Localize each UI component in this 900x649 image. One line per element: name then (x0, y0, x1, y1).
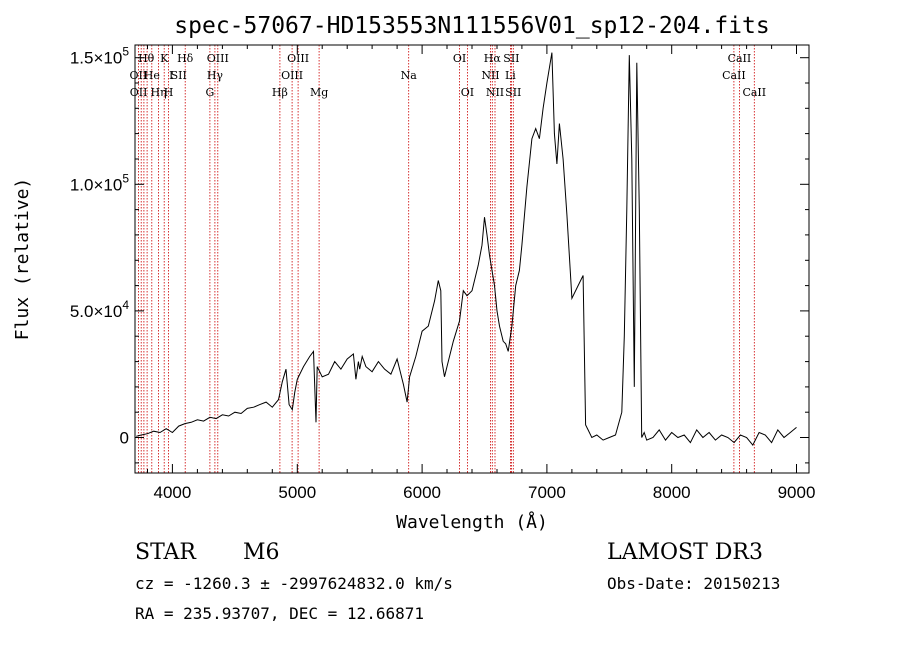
plot-frame (134, 44, 810, 474)
survey-name: LAMOST DR3 (607, 540, 763, 565)
spectrum-chart: spec-57067-HD153553N111556V01_sp12-204.f… (12, 13, 816, 533)
x-tick-label: 7000 (528, 483, 566, 502)
line-id-label: He (144, 69, 160, 82)
line-id-label: Hη (151, 86, 167, 99)
line-id-label: OI (461, 86, 474, 99)
x-axis-label: Wavelength (Å) (396, 511, 548, 533)
y-tick-label: 0 (120, 429, 129, 448)
observation-date: Obs-Date: 20150213 (607, 574, 781, 593)
line-id-label: OIII (287, 52, 309, 65)
y-tick-label: 5.0×104 (70, 298, 129, 321)
line-id-label: Na (401, 69, 418, 82)
line-id-label: NII (481, 69, 499, 82)
line-id-label: Hβ (272, 86, 288, 99)
line-id-label: CaII (728, 52, 752, 65)
line-id-label: NII (486, 86, 504, 99)
line-id-label: I (169, 69, 173, 82)
line-id-label: K (160, 52, 169, 65)
line-id-label: Hδ (177, 52, 194, 65)
line-id-label: G (206, 86, 215, 99)
x-tick-label: 6000 (403, 483, 441, 502)
line-id-label: CaII (722, 69, 746, 82)
line-id-label: CaII (742, 86, 766, 99)
line-id-label: SII (171, 69, 187, 82)
line-id-label: Hα (484, 52, 502, 65)
line-id-label: Li (505, 69, 516, 82)
y-axis: 0 5.0×104 1.0×105 1.5×105 (70, 45, 809, 464)
x-tick-label: 8000 (653, 483, 691, 502)
marker-lines (137, 45, 755, 473)
y-tick-label: 1.0×105 (70, 171, 129, 194)
line-id-label: OI (453, 52, 466, 65)
chart-title: spec-57067-HD153553N111556V01_sp12-204.f… (174, 13, 769, 39)
x-axis: 4000 5000 6000 7000 8000 9000 (147, 45, 816, 502)
ra-dec-readout: RA = 235.93707, DEC = 12.66871 (135, 604, 424, 623)
line-id-label: SII (505, 86, 521, 99)
y-axis-label: Flux (relative) (12, 178, 33, 341)
redshift-readout: cz = -1260.3 ± -2997624832.0 km/s (135, 574, 453, 593)
line-id-label: OII (130, 86, 148, 99)
line-id-label: Hθ (138, 52, 155, 65)
object-class: STAR (135, 540, 196, 565)
line-id-label: Hγ (207, 69, 224, 82)
line-id-label: OIII (281, 69, 303, 82)
line-id-label: H (164, 86, 174, 99)
spectrum-series-line (136, 52, 797, 447)
x-tick-label: 4000 (153, 483, 191, 502)
line-id-label: Mg (310, 86, 328, 99)
line-id-label: SII (503, 52, 519, 65)
line-id-label: OIII (207, 52, 229, 65)
y-tick-label: 1.5×105 (70, 45, 129, 68)
line-id-label: OII (130, 69, 148, 82)
object-subclass: M6 (243, 540, 280, 565)
x-tick-label: 9000 (778, 483, 816, 502)
x-tick-label: 5000 (278, 483, 316, 502)
